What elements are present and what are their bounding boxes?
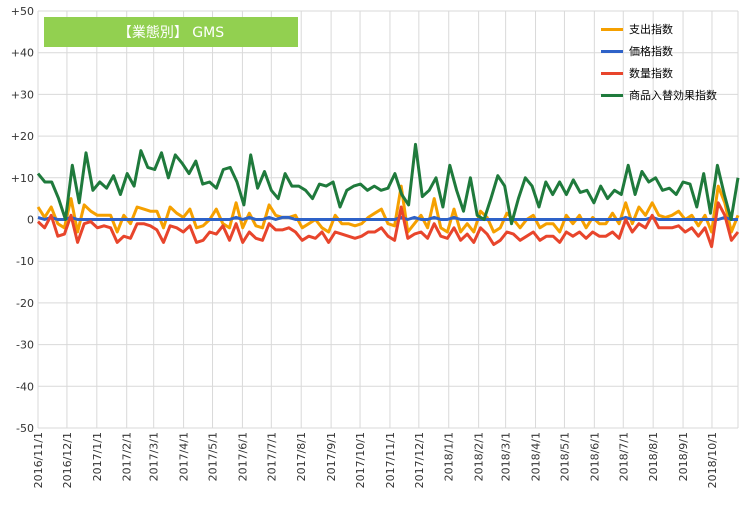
y-tick-label: -30 [16,339,34,352]
legend-label: 数量指数 [629,67,673,80]
x-tick-label: 2017/11/1 [384,432,397,488]
legend-swatch-2 [601,71,623,75]
legend-label: 商品入替効果指数 [629,89,717,102]
legend-item: 数量指数 [601,62,717,84]
legend-item: 支出指数 [601,18,717,40]
x-tick-label: 2018/10/1 [706,432,719,488]
x-tick-label: 2017/5/1 [207,432,220,481]
y-tick-label: +20 [11,130,34,143]
y-axis-ticks: +50 +40 +30 +20 +10 0 -10 -20 -30 -40 -50 [11,5,34,435]
x-tick-label: 2017/3/1 [148,432,161,481]
legend-label: 価格指数 [629,45,673,58]
y-tick-label: 0 [27,214,34,227]
x-tick-label: 2018/6/1 [588,432,601,481]
x-tick-label: 2018/7/1 [617,432,630,481]
x-tick-label: 2017/10/1 [354,432,367,488]
y-tick-label: -50 [16,422,34,435]
chart-title: 【業態別】 GMS [44,17,298,47]
x-tick-label: 2017/1/1 [91,432,104,481]
legend-item: 商品入替効果指数 [601,84,717,106]
x-tick-label: 2017/2/1 [121,432,134,481]
x-tick-label: 2018/3/1 [500,432,513,481]
y-tick-label: +30 [11,88,34,101]
x-axis-ticks: 2016/11/1 2016/12/1 2017/1/1 2017/2/1 2017/3… [32,432,719,488]
legend-swatch-1 [601,49,623,53]
x-tick-label: 2017/7/1 [265,432,278,481]
y-tick-label: +50 [11,5,34,18]
y-tick-label: +40 [11,47,34,60]
legend-swatch-0 [601,27,623,31]
x-tick-label: 2018/4/1 [530,432,543,481]
y-tick-label: -20 [16,297,34,310]
y-tick-label: -10 [16,255,34,268]
series-line-2 [36,201,740,249]
x-tick-label: 2018/5/1 [558,432,571,481]
legend-item: 価格指数 [601,40,717,62]
x-tick-label: 2018/8/1 [647,432,660,481]
series-line-3 [36,142,740,226]
x-tick-label: 2017/9/1 [325,432,338,481]
x-tick-label: 2016/12/1 [61,432,74,488]
y-tick-label: -40 [16,380,34,393]
x-tick-label: 2017/4/1 [178,432,191,481]
x-tick-label: 2017/8/1 [295,432,308,481]
series-lines [36,142,740,249]
x-tick-label: 2018/1/1 [443,432,456,481]
x-tick-label: 2017/6/1 [236,432,249,481]
x-tick-label: 2018/9/1 [677,432,690,481]
x-tick-label: 2016/11/1 [32,432,45,488]
legend-swatch-3 [601,93,623,97]
legend-label: 支出指数 [629,23,673,36]
y-tick-label: +10 [11,172,34,185]
x-tick-label: 2017/12/1 [413,432,426,488]
series-line-1 [37,215,738,221]
series-line-0 [36,184,740,234]
legend: 支出指数 価格指数 数量指数 商品入替効果指数 [601,18,717,106]
x-tick-label: 2018/2/1 [473,432,486,481]
